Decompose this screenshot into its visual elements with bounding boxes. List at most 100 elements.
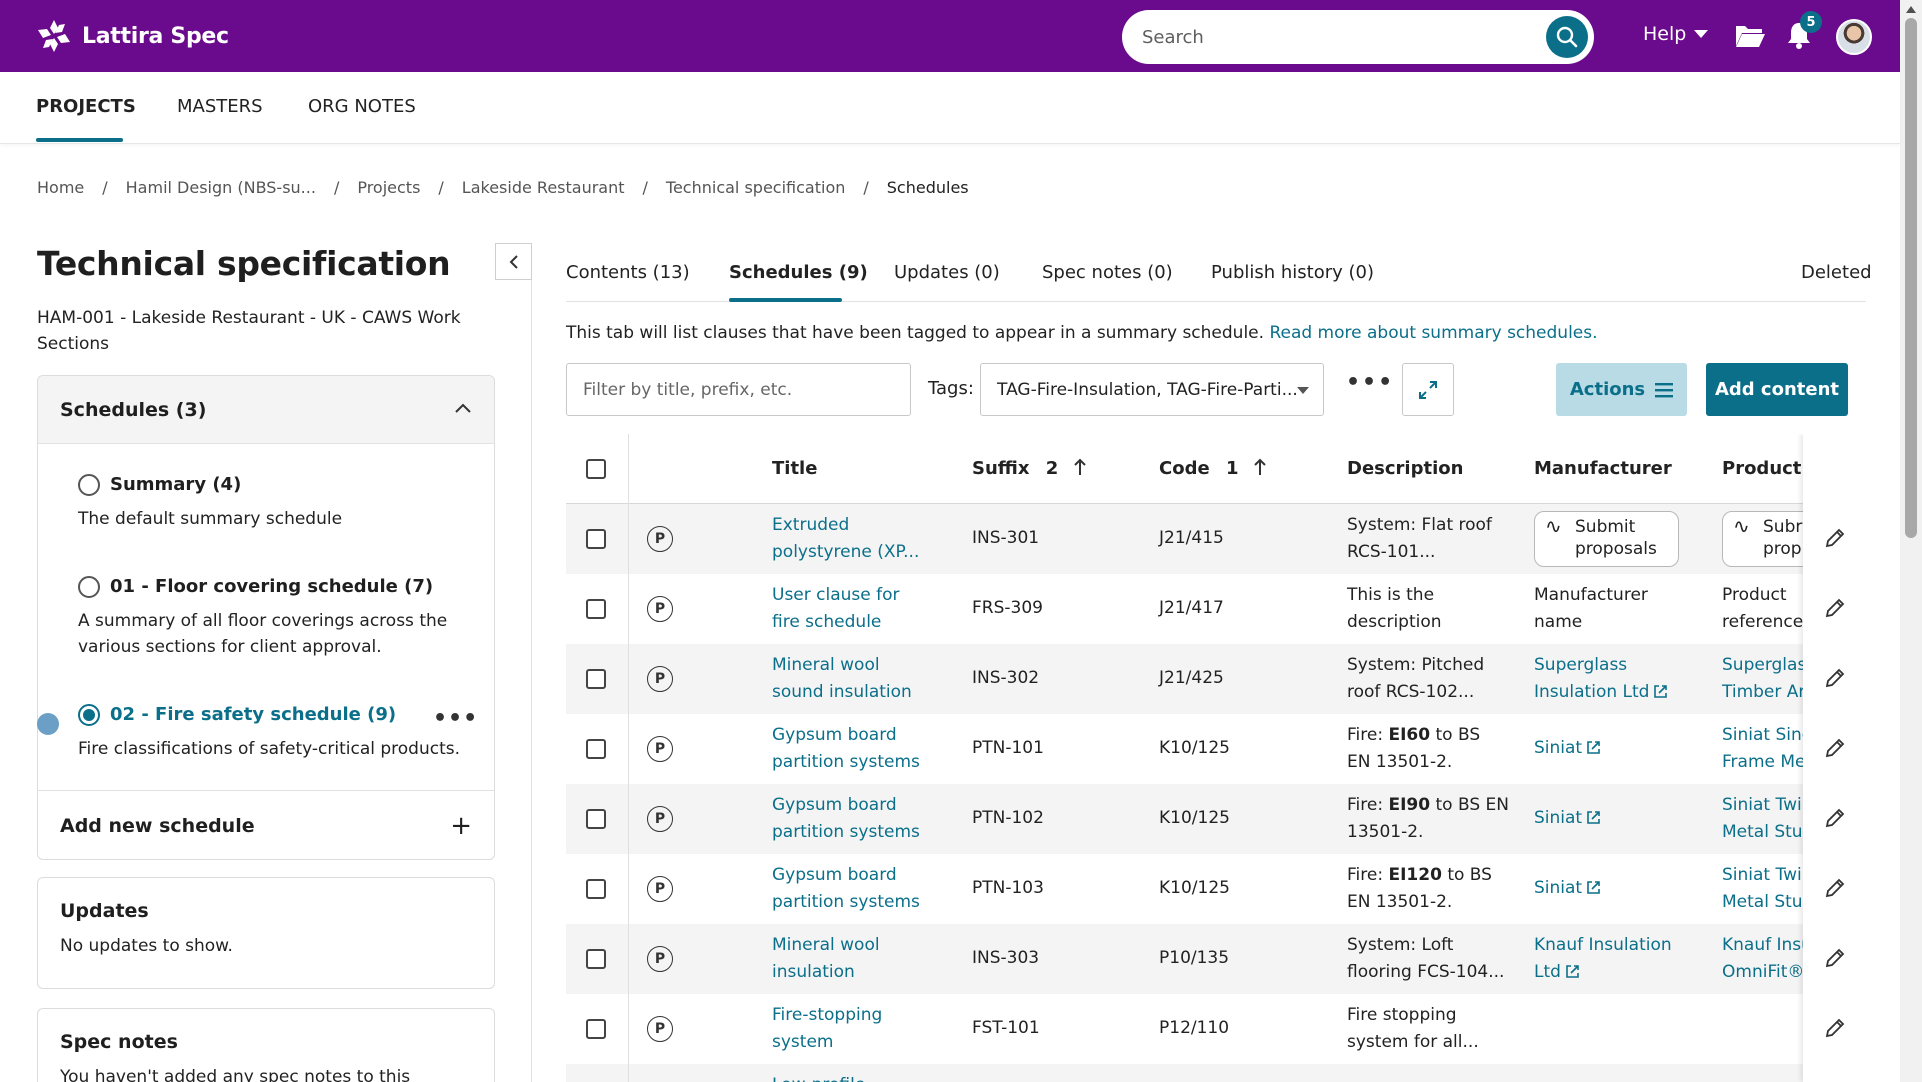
more-options-button[interactable]: ••• [1346, 370, 1395, 395]
filter-input[interactable] [566, 363, 911, 416]
clause-title-line: system [772, 1032, 834, 1052]
select-all-checkbox[interactable] [586, 459, 606, 479]
tab-schedules[interactable]: Schedules (9) [729, 262, 868, 283]
table-row[interactable]: Low-profile [566, 1064, 1868, 1082]
header-suffix[interactable]: Suffix 2 [972, 458, 1087, 479]
clause-title-link[interactable]: Gypsum board partition systems [772, 862, 920, 916]
search-button[interactable] [1546, 16, 1588, 58]
table-row[interactable]: P Gypsum board partition systems PTN-101 K10… [566, 714, 1868, 784]
header-description[interactable]: Description [1347, 458, 1464, 479]
table-row[interactable]: P User clause for fire schedule FRS-309 J21/… [566, 574, 1868, 644]
add-content-button[interactable]: Add content [1706, 363, 1848, 416]
code-cell: J21/415 [1159, 528, 1224, 548]
submit-proposals-button[interactable]: ∿ Submit proposals [1534, 511, 1679, 567]
collapse-panel-button[interactable] [495, 243, 532, 280]
table-row[interactable]: P Gypsum board partition systems PTN-102 K10… [566, 784, 1868, 854]
edit-icon[interactable] [1823, 946, 1847, 974]
edit-icon[interactable] [1823, 736, 1847, 764]
schedules-header-label: Schedules (3) [60, 398, 207, 421]
table-row[interactable]: P Mineral wool sound insulation INS-302 J21/… [566, 644, 1868, 714]
table-row[interactable]: P Mineral wool insulation INS-303 P10/135 Sys… [566, 924, 1868, 994]
schedule-radio-selected[interactable] [78, 704, 100, 726]
description-cell: System: Loft flooring FCS-104... [1347, 932, 1504, 986]
expand-button[interactable] [1402, 363, 1454, 416]
manufacturer-link[interactable]: Superglass Insulation Ltd [1534, 652, 1668, 706]
tab-publish-history[interactable]: Publish history (0) [1211, 262, 1375, 283]
breadcrumb-project[interactable]: Lakeside Restaurant [461, 178, 625, 197]
table-row[interactable]: P Extruded polystyrene (XP... INS-301 J21/41… [566, 504, 1868, 574]
row-checkbox[interactable] [586, 809, 606, 829]
deleted-link[interactable]: Deleted [1801, 262, 1872, 283]
edit-icon[interactable] [1823, 666, 1847, 694]
product-reference-cell[interactable]: Siniat Twi Metal Stuc [1722, 792, 1812, 846]
edit-icon[interactable] [1823, 1016, 1847, 1044]
clause-title-link[interactable]: Low-profile [772, 1072, 865, 1082]
schedules-header[interactable]: Schedules (3) [38, 376, 494, 444]
chevron-up-icon[interactable] [454, 402, 472, 414]
header-code[interactable]: Code 1 [1159, 458, 1267, 479]
avatar[interactable] [1836, 19, 1872, 55]
product-reference-cell[interactable]: Knauf Insu OmniFit® I [1722, 932, 1815, 986]
schedule-more-button[interactable]: ••• [433, 706, 479, 731]
edit-icon[interactable] [1823, 596, 1847, 624]
folder-open-icon[interactable] [1734, 22, 1766, 50]
table-row[interactable]: P Gypsum board partition systems PTN-103 K10… [566, 854, 1868, 924]
row-checkbox[interactable] [586, 949, 606, 969]
row-checkbox[interactable] [586, 739, 606, 759]
tab-spec-notes[interactable]: Spec notes (0) [1042, 262, 1173, 283]
actions-button[interactable]: Actions [1556, 363, 1687, 416]
clause-title-link[interactable]: Gypsum board partition systems [772, 792, 920, 846]
tags-select[interactable]: TAG-Fire-Insulation, TAG-Fire-Parti... [980, 363, 1324, 416]
nav-masters[interactable]: MASTERS [177, 96, 263, 117]
product-reference-cell[interactable]: Siniat Twi Metal Stuc [1722, 862, 1812, 916]
clause-title-link[interactable]: User clause for fire schedule [772, 582, 900, 636]
breadcrumb-spec[interactable]: Technical specification [665, 178, 846, 197]
breadcrumb-org[interactable]: Hamil Design (NBS-su... [125, 178, 316, 197]
schedule-radio[interactable] [78, 474, 100, 496]
manufacturer-cell: Manufacturer name [1534, 582, 1648, 636]
edit-icon[interactable] [1823, 526, 1847, 554]
row-checkbox[interactable] [586, 599, 606, 619]
tab-updates[interactable]: Updates (0) [894, 262, 1000, 283]
nav-projects[interactable]: PROJECTS [36, 96, 136, 117]
search-input[interactable] [1142, 26, 1522, 48]
updates-text: No updates to show. [60, 936, 233, 956]
help-menu[interactable]: Help [1643, 23, 1709, 45]
product-reference-cell[interactable]: Superglas Timber Ar [1722, 652, 1806, 706]
scroll-up-icon[interactable] [1906, 6, 1916, 13]
header-manufacturer[interactable]: Manufacturer [1534, 458, 1672, 479]
app-logo[interactable]: Lattira Spec [36, 18, 229, 54]
clause-title-line: User clause for [772, 585, 900, 605]
manufacturer-link[interactable]: Siniat [1534, 805, 1601, 832]
row-checkbox[interactable] [586, 529, 606, 549]
breadcrumb-home[interactable]: Home [37, 178, 85, 197]
product-reference-cell[interactable]: Siniat Sing Frame Me [1722, 722, 1813, 776]
edit-icon[interactable] [1823, 876, 1847, 904]
clause-title-link[interactable]: Mineral wool insulation [772, 932, 880, 986]
scrollbar-thumb[interactable] [1905, 18, 1917, 538]
description-line: System: Pitched [1347, 655, 1485, 675]
table-row[interactable]: P Fire-stopping system FST-101 P12/110 Fire s… [566, 994, 1868, 1064]
chevron-left-icon [509, 254, 518, 269]
header-product[interactable]: Product re [1722, 458, 1829, 479]
clause-title-link[interactable]: Mineral wool sound insulation [772, 652, 912, 706]
read-more-link[interactable]: Read more about summary schedules. [1269, 323, 1598, 343]
row-checkbox[interactable] [586, 669, 606, 689]
clause-title-link[interactable]: Fire-stopping system [772, 1002, 882, 1056]
manufacturer-link[interactable]: Siniat [1534, 735, 1601, 762]
add-schedule-button[interactable]: Add new schedule + [38, 790, 494, 860]
row-checkbox[interactable] [586, 879, 606, 899]
tab-contents[interactable]: Contents (13) [566, 262, 690, 283]
clause-title-link[interactable]: Extruded polystyrene (XP... [772, 512, 919, 566]
manufacturer-link[interactable]: Siniat [1534, 875, 1601, 902]
manufacturer-link[interactable]: Knauf Insulation Ltd [1534, 932, 1672, 986]
row-checkbox[interactable] [586, 1019, 606, 1039]
edit-icon[interactable] [1823, 806, 1847, 834]
header-title[interactable]: Title [772, 458, 818, 479]
page-scrollbar[interactable] [1900, 0, 1922, 1082]
clause-title-link[interactable]: Gypsum board partition systems [772, 722, 920, 776]
nav-org-notes[interactable]: ORG NOTES [308, 96, 416, 117]
breadcrumb-projects[interactable]: Projects [357, 178, 421, 197]
clause-title-line: Extruded [772, 515, 850, 535]
schedule-radio[interactable] [78, 576, 100, 598]
